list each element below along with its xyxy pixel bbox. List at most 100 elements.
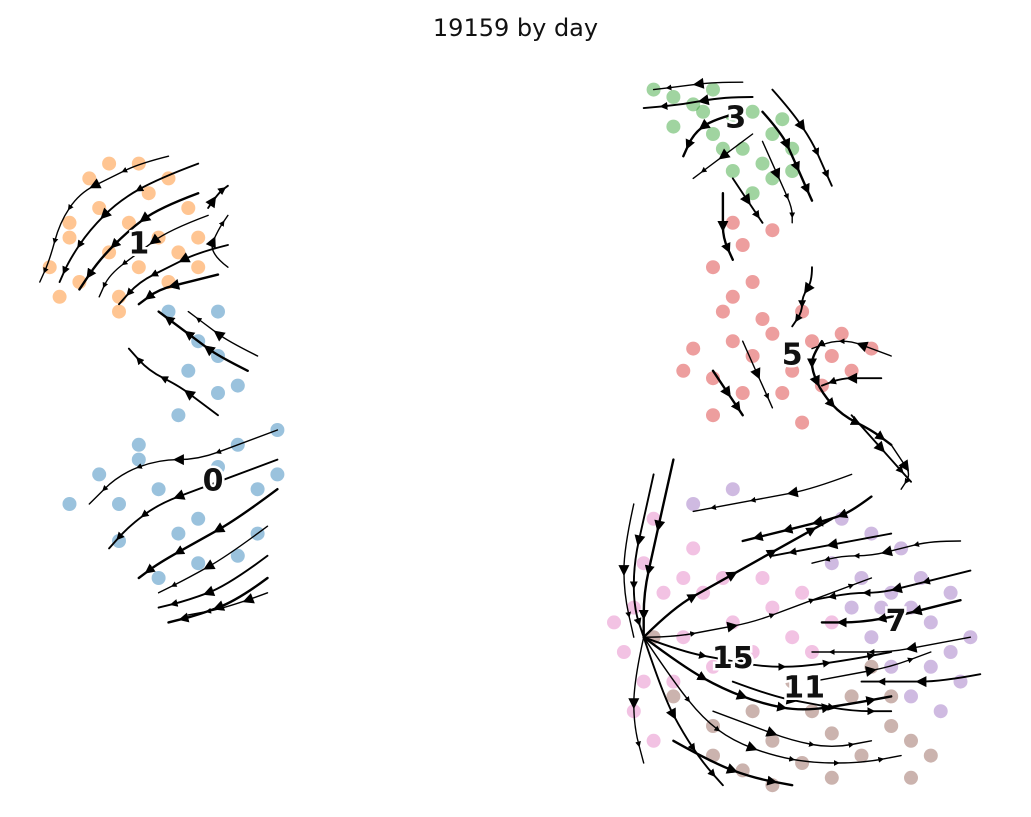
- streamline-arrow-0-1: [173, 489, 186, 500]
- cluster-5-point-1: [686, 341, 701, 356]
- cluster-15-point-7: [686, 541, 701, 556]
- cluster-0-point-17: [211, 386, 225, 400]
- cluster-5-point-5: [765, 326, 780, 341]
- streamline-arrow-1-3: [149, 233, 162, 245]
- streamline-arrow-15-0: [726, 621, 739, 633]
- cluster-11-point-17: [824, 770, 839, 785]
- streamline-arrow-5-0: [856, 341, 869, 352]
- streamline-15-4: [642, 636, 724, 787]
- streamline-arrow-3-7: [740, 193, 751, 206]
- streamline-7-2: [820, 599, 962, 628]
- streamline-arrow-15-4: [666, 707, 676, 720]
- streamline-arrow-1-6: [205, 236, 216, 249]
- cluster-1-point-20: [62, 215, 77, 230]
- streamline-5-4: [791, 266, 813, 328]
- streamline-arrow-3-3: [718, 148, 731, 160]
- cluster-11-point-6: [884, 719, 899, 733]
- streamlines-cluster-5: [711, 266, 912, 490]
- streamline-0-2: [137, 488, 279, 580]
- streamline-3-6: [761, 140, 796, 224]
- cluster-7-point-10: [864, 630, 879, 645]
- streamline-arrow-1-4: [178, 252, 191, 263]
- cluster-0-point-14: [112, 497, 126, 511]
- streamline-11-1: [731, 680, 893, 716]
- cluster-7-point-11: [844, 600, 859, 615]
- cluster-11-point-7: [904, 733, 918, 748]
- streamline-arrow-7-2: [910, 604, 923, 616]
- cluster-1-point-5: [112, 289, 126, 304]
- streamline-arrow-5-3: [750, 367, 761, 380]
- cluster-15-point-12: [785, 630, 800, 645]
- cluster-0-point-3: [131, 437, 146, 452]
- streamlines-cluster-11: [672, 651, 932, 787]
- streamline-1-2: [78, 192, 200, 291]
- cluster-1-point-16: [102, 156, 117, 171]
- cluster-5-point-23: [735, 238, 750, 252]
- cluster-3-point-3: [706, 82, 720, 97]
- cluster-1-point-14: [52, 289, 67, 304]
- cluster-5-point-22: [765, 223, 780, 238]
- streamline-15-1: [642, 636, 893, 671]
- cluster-3-points: [646, 82, 800, 201]
- streamline-arrow-7-0: [880, 545, 893, 557]
- cluster-label-3: 3: [725, 101, 746, 136]
- streamline-arrow-3-2: [698, 118, 711, 130]
- streamline-arrow-15-6: [628, 698, 640, 710]
- cluster-1-points: [42, 156, 206, 319]
- cluster-3-point-11: [706, 127, 720, 141]
- streamline-arrow-5-5: [809, 374, 820, 387]
- streamlines-cluster-1: [39, 155, 229, 306]
- streamline-arrow-0-2: [213, 522, 226, 533]
- cluster-15-point-23: [636, 674, 651, 689]
- chart-title: 19159 by day: [432, 14, 599, 42]
- streamline-11-0: [712, 710, 873, 748]
- streamline-arrow-0-9: [213, 330, 226, 342]
- cluster-0-point-19: [270, 467, 285, 482]
- cluster-1-point-13: [191, 260, 206, 275]
- cluster-1-point-8: [141, 186, 156, 201]
- streamline-arrow-15-9: [618, 565, 630, 577]
- streamline-arrow-1-2: [139, 211, 152, 223]
- cluster-0-point-25: [211, 304, 225, 319]
- streamline-arrow-3-8: [717, 221, 729, 232]
- streamline-arrow-7-1: [890, 582, 903, 594]
- cluster-5-point-4: [745, 349, 760, 363]
- cluster-1-point-4: [102, 245, 117, 260]
- streamline-arrow-0-4: [202, 585, 216, 596]
- cluster-5-point-21: [725, 215, 740, 230]
- cluster-15-point-19: [755, 571, 770, 585]
- streamline-arrow-0-6: [242, 593, 255, 604]
- streamline-arrow-3-4: [794, 119, 806, 132]
- cluster-5-point-7: [805, 334, 819, 349]
- streamline-arrow-15-5: [725, 571, 738, 582]
- cluster-5-point-6: [785, 363, 800, 378]
- streamline-arrow-1-5: [168, 279, 181, 290]
- cluster-5-point-24: [706, 408, 720, 423]
- cluster-labels-layer: 0 1 3 5 7 11 15: [126, 98, 909, 708]
- streamline-15-8: [638, 458, 675, 639]
- cluster-3-point-6: [765, 127, 780, 141]
- cluster-11-point-3: [795, 756, 810, 770]
- cluster-1-point-19: [191, 230, 206, 245]
- streamline-arrow-7-4: [915, 676, 927, 688]
- streamline-arrow-3-0: [692, 77, 705, 89]
- streamlines-cluster-0: [88, 310, 279, 624]
- streamline-3-4: [771, 88, 833, 187]
- streamline-7-6: [692, 473, 853, 513]
- cluster-11-point-18: [666, 689, 681, 704]
- cluster-15-point-22: [607, 615, 621, 630]
- cluster-7-point-8: [904, 689, 918, 704]
- streamline-15-0: [643, 577, 873, 638]
- cluster-15-point-17: [676, 571, 691, 585]
- streamline-arrow-15-8: [654, 519, 666, 532]
- cluster-0-point-6: [191, 511, 206, 526]
- streamline-0-8: [157, 310, 249, 372]
- cluster-7-point-20: [686, 497, 701, 511]
- streamline-3-5: [761, 110, 814, 202]
- cluster-11-point-15: [923, 748, 938, 763]
- streamline-arrow-0-7: [183, 389, 196, 401]
- streamline-15-7: [629, 473, 655, 639]
- cluster-5-point-3: [725, 334, 740, 349]
- cluster-label-7: 7: [886, 604, 907, 639]
- cluster-5-point-20: [725, 289, 740, 304]
